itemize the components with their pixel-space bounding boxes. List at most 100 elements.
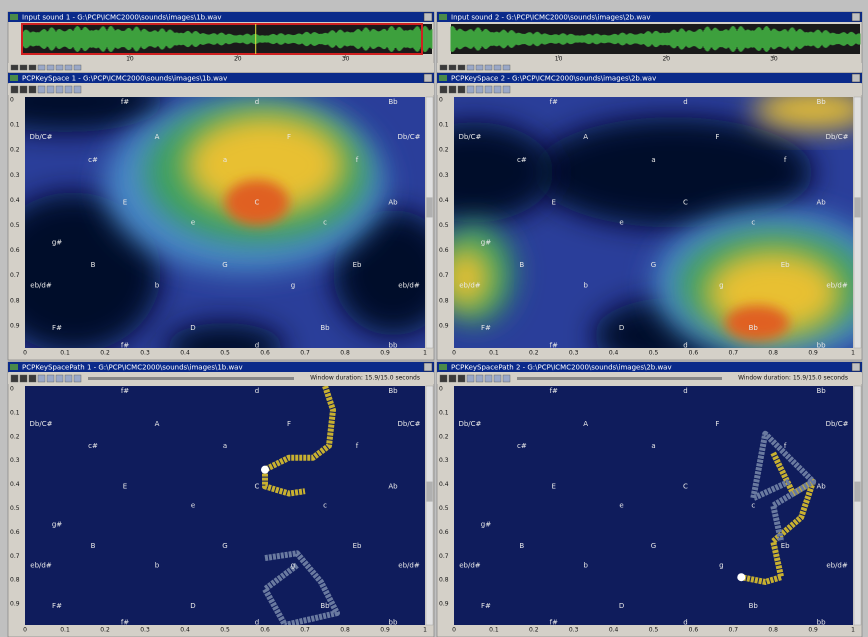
x-tick-label: 0.1 [489,627,499,634]
scrollbar[interactable] [853,96,862,349]
key-label: eb/d# [826,281,848,289]
tool-button[interactable] [73,64,82,71]
tool-button[interactable] [439,374,448,383]
scrollbar[interactable] [425,385,434,626]
scrollbar[interactable] [425,96,434,349]
tool-button[interactable] [493,64,502,71]
key-label: A [583,420,588,428]
tool-button[interactable] [502,64,511,71]
tool-button[interactable] [484,85,493,94]
key-label: c# [517,156,527,164]
tool-button[interactable] [448,85,457,94]
x-tick-label: 0.1 [489,350,499,357]
ruler-label: 30 [770,56,778,63]
window-icon [439,364,447,370]
title-bar [8,73,434,83]
close-button[interactable] [423,12,433,22]
tool-button[interactable] [55,374,64,383]
tool-button[interactable] [457,85,466,94]
keyscape-region [333,209,425,336]
x-tick-label: 0.7 [729,627,739,634]
scroll-thumb[interactable] [854,481,861,502]
y-tick-label: 0.8 [10,577,20,584]
ruler-label: 30 [342,56,350,63]
tool-button[interactable] [19,64,28,71]
x-tick-label: 0.5 [649,350,659,357]
tool-button[interactable] [466,85,475,94]
tool-button[interactable] [457,64,466,71]
y-tick-label: 0.2 [439,433,449,440]
key-label: g# [52,521,62,529]
key-label: Ab [388,198,398,206]
tool-button[interactable] [64,374,73,383]
tool-button[interactable] [28,374,37,383]
y-tick-label: 0.4 [10,481,20,488]
key-label: f# [550,387,558,395]
tool-button[interactable] [28,85,37,94]
scrollbar[interactable] [853,385,862,626]
close-button[interactable] [851,362,861,372]
keyscape-region [454,122,554,223]
scroll-thumb[interactable] [426,197,433,218]
key-label: Bb [320,324,330,332]
tool-button[interactable] [484,64,493,71]
key-label: f# [121,387,129,395]
tool-button[interactable] [46,374,55,383]
tool-button[interactable] [28,64,37,71]
y-tick-label: 0 [10,97,14,104]
tool-button[interactable] [10,374,19,383]
tool-button[interactable] [475,64,484,71]
tool-button[interactable] [502,374,511,383]
tool-button[interactable] [466,374,475,383]
close-button[interactable] [851,73,861,83]
key-label: F# [52,602,62,610]
plot-area: f# d Bb Db/C# A F Db/C# c# a f E C Ab e c g# B G Eb eb/d# b g… [25,386,425,625]
key-label: a [223,442,227,450]
key-label: G [651,261,656,269]
y-tick-label: 0.1 [10,409,20,416]
scroll-thumb[interactable] [854,197,861,218]
tool-button[interactable] [37,374,46,383]
tool-button[interactable] [439,85,448,94]
key-label: eb/d# [398,561,420,569]
x-tick-label: 0.5 [220,627,230,634]
tool-button[interactable] [484,374,493,383]
tool-button[interactable] [475,85,484,94]
tool-button[interactable] [19,85,28,94]
window-title: PCPKeySpacePath 1 - G:\PCP\ICMC2000\soun… [22,364,243,372]
tool-button[interactable] [55,85,64,94]
tool-button[interactable] [493,85,502,94]
keyscape-region [753,97,853,130]
tool-button[interactable] [64,85,73,94]
tool-button[interactable] [448,64,457,71]
tool-button[interactable] [439,64,448,71]
key-label: b [155,561,160,569]
close-button[interactable] [851,12,861,22]
tool-button[interactable] [37,64,46,71]
tool-button[interactable] [457,374,466,383]
key-path [262,550,340,625]
scroll-thumb[interactable] [426,481,433,502]
tool-button[interactable] [37,85,46,94]
tool-button[interactable] [19,374,28,383]
tool-button[interactable] [46,85,55,94]
tool-button[interactable] [466,64,475,71]
tool-button[interactable] [448,374,457,383]
key-label: F [715,133,719,141]
tool-button[interactable] [73,85,82,94]
close-button[interactable] [423,362,433,372]
close-button[interactable] [423,73,433,83]
tool-button[interactable] [64,64,73,71]
tool-button[interactable] [46,64,55,71]
y-tick-label: 0.1 [439,409,449,416]
tool-button[interactable] [10,85,19,94]
tool-button[interactable] [475,374,484,383]
key-label: B [91,261,96,269]
key-label: Bb [749,602,759,610]
tool-button[interactable] [55,64,64,71]
key-label: Db/C# [30,420,53,428]
tool-button[interactable] [502,85,511,94]
tool-button[interactable] [10,64,19,71]
tool-button[interactable] [493,374,502,383]
tool-button[interactable] [73,374,82,383]
